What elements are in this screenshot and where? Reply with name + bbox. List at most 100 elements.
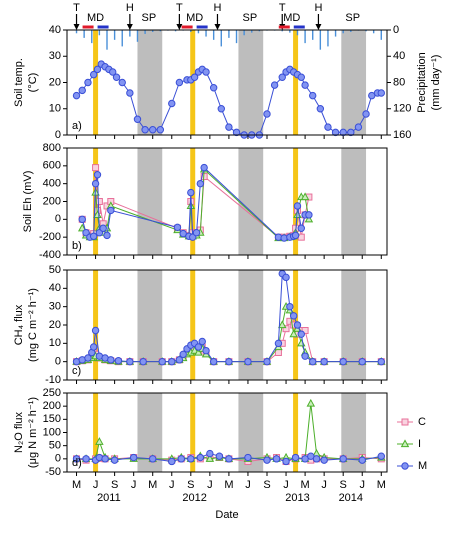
precip-bar xyxy=(197,30,200,34)
precip-bar xyxy=(258,30,261,32)
x-tick-label: M xyxy=(72,479,81,491)
precip-bar xyxy=(83,30,85,38)
precip-bar xyxy=(281,30,283,32)
marker xyxy=(202,346,210,355)
x-tick-label: J xyxy=(321,479,327,491)
y-tick-label: 0 xyxy=(55,129,61,141)
precip-bar xyxy=(251,30,253,33)
marker xyxy=(78,215,86,224)
y-tick-label: 50 xyxy=(49,440,61,452)
marker xyxy=(304,214,314,223)
highlight-line xyxy=(93,270,99,380)
x-tick-label: S xyxy=(111,479,118,491)
marker xyxy=(289,312,298,320)
shaded-period xyxy=(341,148,367,255)
stage-arrowhead xyxy=(73,24,80,30)
stage-arrowhead xyxy=(126,24,133,30)
marker xyxy=(217,105,225,113)
stage-label: SP xyxy=(345,12,360,24)
stage-label: T xyxy=(279,2,286,14)
precip-bar xyxy=(372,30,375,34)
legend-marker xyxy=(401,462,409,470)
marker xyxy=(289,329,298,338)
marker xyxy=(293,202,302,210)
marker xyxy=(177,455,185,463)
stage-label: H xyxy=(213,2,221,14)
precip-bar xyxy=(296,30,299,36)
precip-bar xyxy=(342,30,344,34)
y-tick-label: -400 xyxy=(39,249,61,261)
y-axis-title: (μg N m⁻² h⁻¹) xyxy=(27,397,39,468)
marker xyxy=(263,110,271,118)
y-tick-label: 0 xyxy=(55,453,61,465)
y-tick-label: 40 xyxy=(49,282,61,294)
stage-label: H xyxy=(126,2,134,14)
y-tick-label: 50 xyxy=(49,264,61,276)
marker xyxy=(362,110,370,118)
marker xyxy=(187,455,195,463)
marker xyxy=(99,224,107,232)
year-label: 2014 xyxy=(339,492,363,504)
precip-bar xyxy=(129,30,131,37)
precip-bar xyxy=(136,30,139,42)
panel-label: c) xyxy=(72,365,81,377)
marker xyxy=(109,68,117,76)
year-label: 2012 xyxy=(182,492,206,504)
x-tick-label: J xyxy=(245,479,251,491)
marker xyxy=(347,128,355,137)
marker xyxy=(107,356,115,364)
marker xyxy=(72,455,81,463)
marker xyxy=(339,128,347,137)
marker xyxy=(377,452,385,460)
y-tick-label: 200 xyxy=(43,400,61,412)
marker xyxy=(293,321,302,329)
precip-bar xyxy=(235,30,238,44)
x-tick-label: J xyxy=(207,479,213,491)
marker xyxy=(286,302,294,311)
y2-tick-label: 0 xyxy=(393,24,399,36)
highlight-line xyxy=(293,148,299,255)
marker xyxy=(112,73,121,81)
marker xyxy=(156,126,165,134)
marker xyxy=(320,456,328,464)
marker xyxy=(377,357,385,366)
y-tick-label: 400 xyxy=(43,178,61,190)
plot-area xyxy=(67,148,387,255)
precip-bar xyxy=(220,30,222,47)
marker xyxy=(133,115,142,123)
stage-label: T xyxy=(73,2,80,14)
marker xyxy=(95,198,103,205)
marker xyxy=(205,454,215,462)
precip-bar xyxy=(152,30,154,32)
plot-frame xyxy=(66,392,388,473)
precip-bar xyxy=(205,30,207,37)
marker xyxy=(77,223,87,232)
precip-bar xyxy=(319,30,322,50)
marker xyxy=(101,455,109,463)
x-tick-label: S xyxy=(263,479,270,491)
marker xyxy=(72,91,81,100)
x-tick-label: J xyxy=(359,479,365,491)
marker xyxy=(187,188,195,197)
marker xyxy=(225,357,233,366)
marker xyxy=(215,452,224,460)
legend-label: I xyxy=(418,438,421,450)
x-tick-label: M xyxy=(377,479,386,491)
y-tick-label: 250 xyxy=(43,387,61,399)
marker xyxy=(305,211,313,219)
precip-bar xyxy=(98,30,101,36)
precip-bar xyxy=(365,30,367,32)
marker xyxy=(274,339,283,348)
y-tick-label: 30 xyxy=(49,301,61,313)
shaded-period xyxy=(341,30,367,135)
marker xyxy=(312,455,321,463)
marker xyxy=(324,123,332,131)
highlight-line xyxy=(293,30,299,135)
stage-label: MD xyxy=(186,12,203,24)
y-tick-label: 150 xyxy=(43,413,61,425)
y-axis-title: (°C) xyxy=(27,73,39,93)
panel-label: a) xyxy=(72,120,82,132)
marker xyxy=(206,449,214,458)
precip-bar xyxy=(327,30,329,47)
y-axis-title: (mg C m⁻² h⁻¹) xyxy=(27,288,39,362)
